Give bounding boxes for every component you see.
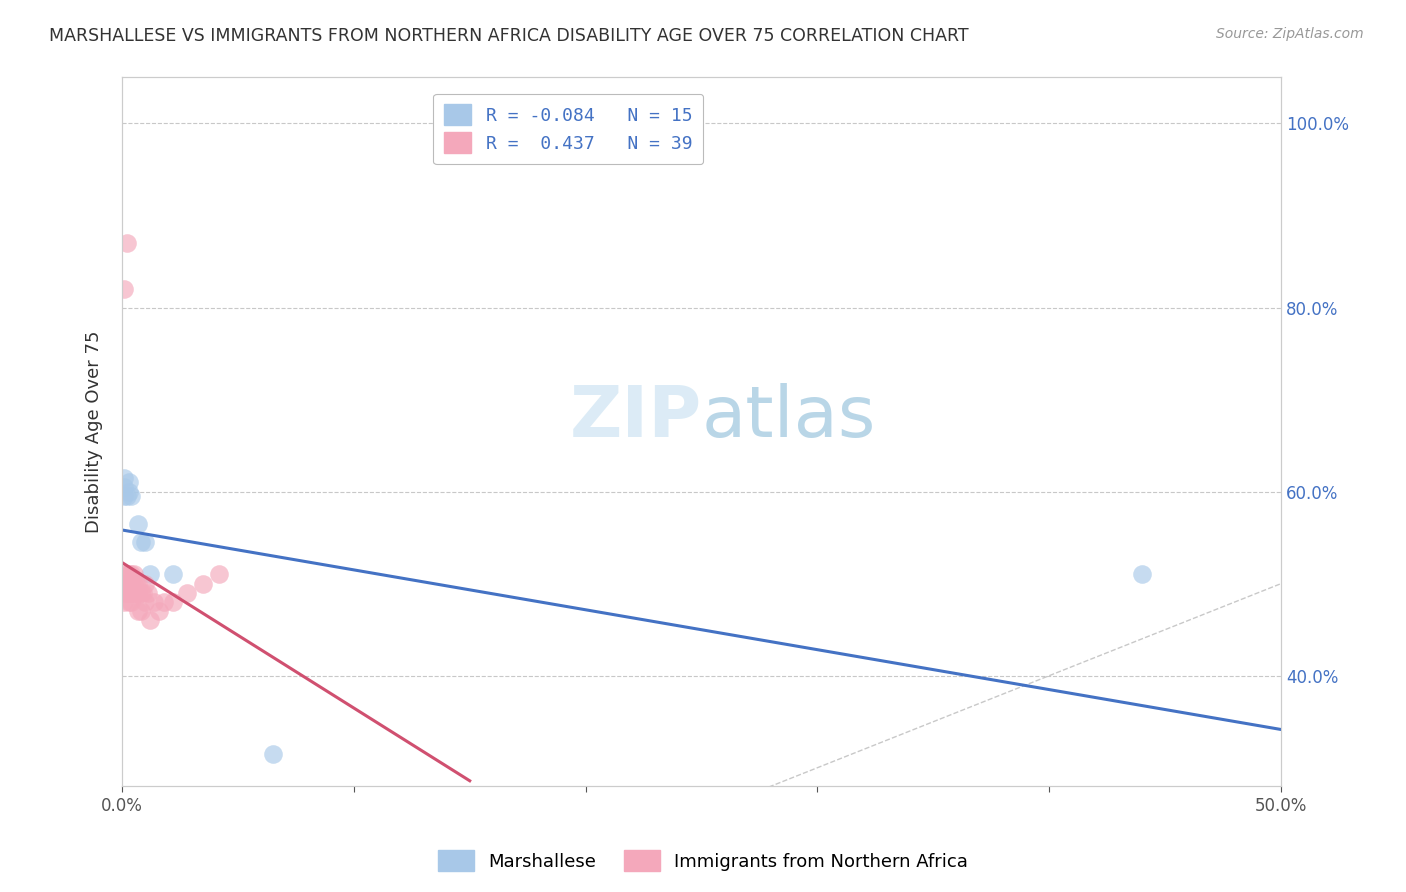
Text: atlas: atlas: [702, 384, 876, 452]
Text: ZIP: ZIP: [569, 384, 702, 452]
Point: [120, 489, 142, 503]
Point: [112, 489, 135, 503]
Point: [148, 604, 170, 618]
Legend: R = -0.084   N = 15, R =  0.437   N = 39: R = -0.084 N = 15, R = 0.437 N = 39: [433, 94, 703, 164]
Point: [112, 595, 135, 609]
Point: [120, 567, 142, 582]
Point: [122, 567, 145, 582]
Point: [120, 586, 142, 600]
Point: [852, 789, 875, 803]
Point: [127, 516, 149, 531]
Point: [120, 576, 142, 591]
Point: [262, 747, 284, 761]
Point: [125, 576, 148, 591]
Point: [120, 595, 142, 609]
Point: [115, 567, 138, 582]
Point: [129, 586, 152, 600]
Point: [118, 484, 141, 499]
Point: [118, 586, 141, 600]
Point: [129, 535, 152, 549]
Point: [118, 595, 141, 609]
Point: [162, 595, 184, 609]
Point: [143, 595, 166, 609]
Point: [129, 604, 152, 618]
Point: [127, 586, 149, 600]
Point: [112, 471, 135, 485]
Point: [132, 586, 155, 600]
Point: [115, 586, 138, 600]
Point: [139, 567, 162, 582]
Point: [127, 604, 149, 618]
Point: [1130, 567, 1153, 582]
Point: [112, 567, 135, 582]
Point: [208, 567, 231, 582]
Point: [162, 567, 184, 582]
Point: [134, 535, 156, 549]
Point: [115, 236, 138, 251]
Point: [152, 595, 174, 609]
Point: [122, 586, 145, 600]
Point: [118, 567, 141, 582]
Point: [127, 576, 149, 591]
Point: [118, 576, 141, 591]
Point: [112, 282, 135, 296]
Point: [112, 586, 135, 600]
Point: [115, 489, 138, 503]
Point: [112, 480, 135, 494]
Legend: Marshallese, Immigrants from Northern Africa: Marshallese, Immigrants from Northern Af…: [430, 843, 976, 879]
Text: Source: ZipAtlas.com: Source: ZipAtlas.com: [1216, 27, 1364, 41]
Text: MARSHALLESE VS IMMIGRANTS FROM NORTHERN AFRICA DISABILITY AGE OVER 75 CORRELATIO: MARSHALLESE VS IMMIGRANTS FROM NORTHERN …: [49, 27, 969, 45]
Point: [136, 586, 159, 600]
Point: [134, 595, 156, 609]
Point: [139, 614, 162, 628]
Point: [176, 586, 198, 600]
Point: [193, 576, 215, 591]
Point: [115, 576, 138, 591]
Point: [118, 475, 141, 490]
Y-axis label: Disability Age Over 75: Disability Age Over 75: [86, 331, 103, 533]
Point: [122, 576, 145, 591]
Point: [134, 576, 156, 591]
Point: [125, 586, 148, 600]
Point: [112, 576, 135, 591]
